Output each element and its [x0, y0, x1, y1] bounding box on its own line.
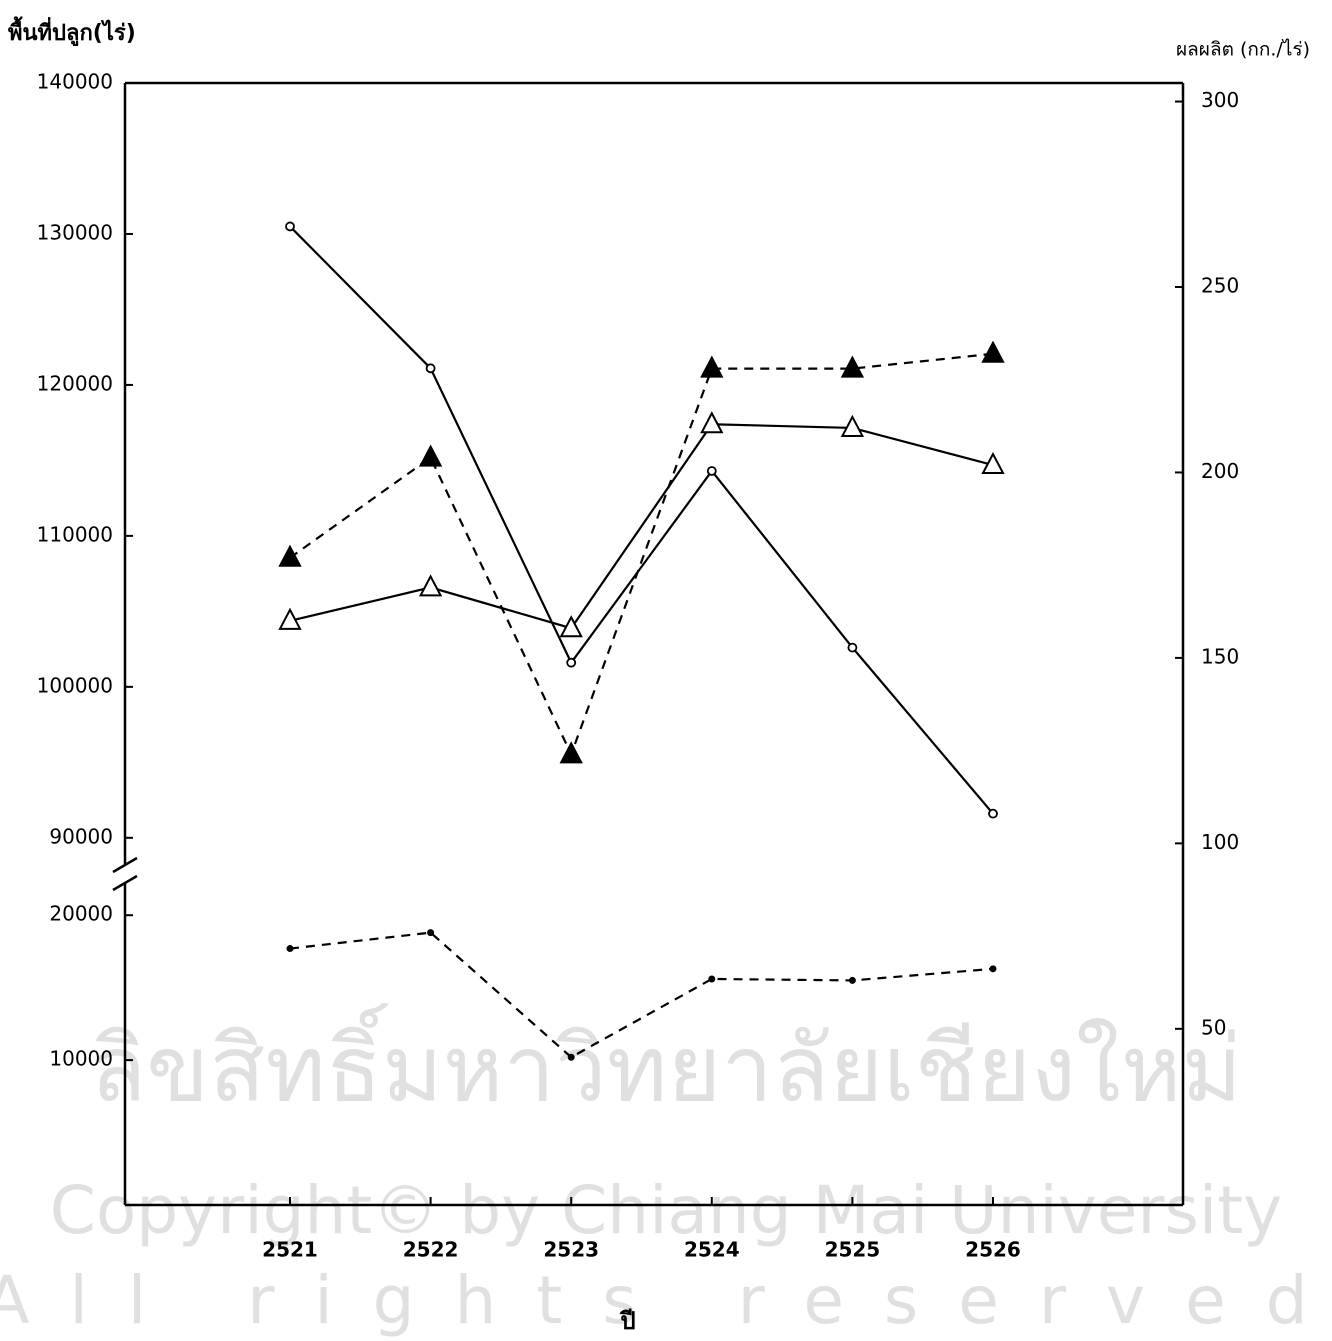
marker: [286, 945, 294, 953]
watermark: ลิขสิทธิ์มหาวิทยาลัยเชียงใหม่: [90, 1002, 1242, 1122]
y2-axis-label: ผลผลิต (กก./ไร่): [1176, 39, 1310, 61]
marker: [988, 808, 998, 819]
marker: [567, 1053, 575, 1061]
marker: [708, 975, 716, 983]
marker: [418, 574, 443, 597]
marker: [418, 444, 443, 467]
watermark: All rights reserved: [0, 1262, 1332, 1339]
marker: [840, 414, 865, 437]
marker: [700, 355, 724, 378]
x-tick-label: 2521: [262, 1238, 318, 1262]
y2-tick-label: 50: [1201, 1015, 1226, 1039]
y-axis-label: พื้นที่ปลูก(ไร่): [8, 16, 136, 47]
marker: [278, 544, 302, 567]
watermark: Copyright© by Chiang Mai University: [50, 1172, 1282, 1249]
y-tick-label: 140000: [37, 70, 113, 94]
series-line: [289, 225, 994, 815]
marker: [278, 607, 302, 630]
marker: [989, 965, 997, 973]
y2-tick-label: 300: [1201, 88, 1239, 112]
x-tick-label: 2525: [825, 1238, 881, 1262]
axis-break: [112, 874, 138, 892]
x-axis-label: ปี: [619, 1307, 635, 1335]
marker: [559, 615, 583, 638]
y-tick-label: 110000: [37, 522, 113, 546]
marker: [706, 466, 717, 476]
marker: [427, 929, 435, 937]
marker: [425, 363, 436, 374]
x-tick-label: 2523: [543, 1238, 599, 1262]
x-tick-label: 2526: [965, 1238, 1021, 1262]
y2-tick-label: 100: [1201, 830, 1239, 854]
y-tick-label: 10000: [49, 1047, 113, 1071]
marker: [981, 451, 1005, 475]
marker: [285, 221, 295, 232]
y-tick-label: 130000: [37, 220, 113, 244]
marker: [559, 741, 583, 764]
y2-tick-label: 150: [1201, 644, 1239, 668]
axis-break: [112, 856, 138, 874]
series-line: [289, 423, 994, 630]
x-tick-label: 2524: [684, 1238, 740, 1262]
series-line: [289, 931, 994, 1059]
y-tick-label: 90000: [49, 824, 113, 848]
y-tick-label: 20000: [49, 902, 113, 926]
marker: [700, 411, 724, 434]
series-line: [289, 352, 994, 758]
marker: [981, 340, 1005, 363]
y-tick-label: 120000: [37, 371, 113, 395]
x-tick-label: 2522: [403, 1238, 459, 1262]
plot-frame: [112, 81, 1185, 1207]
marker: [566, 657, 577, 668]
y2-tick-label: 250: [1201, 274, 1239, 298]
y-tick-label: 100000: [37, 673, 113, 697]
marker: [847, 642, 858, 653]
marker: [848, 976, 856, 984]
y2-tick-label: 200: [1201, 459, 1239, 483]
marker: [840, 355, 865, 378]
